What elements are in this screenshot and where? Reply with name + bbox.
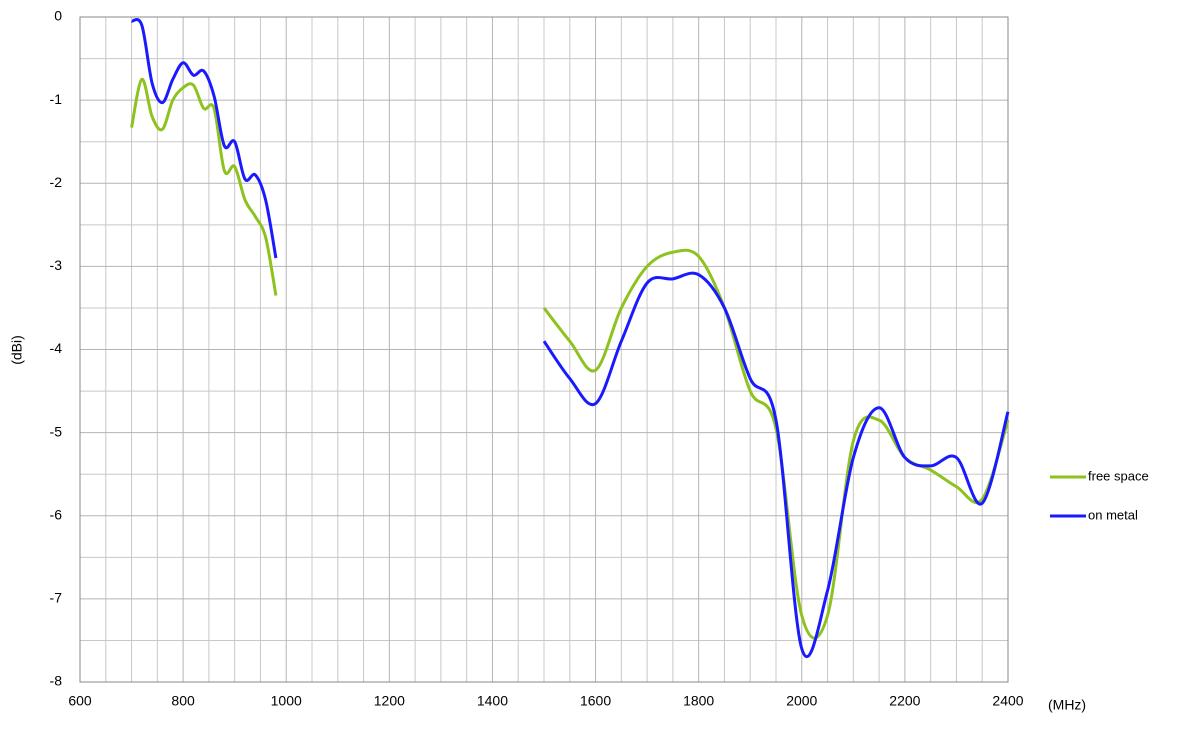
x-tick-label: 2400: [992, 693, 1023, 709]
y-tick-label: -7: [50, 590, 63, 606]
y-tick-label: -1: [50, 91, 63, 107]
x-tick-label: 2000: [786, 693, 817, 709]
y-tick-label: -6: [50, 506, 63, 522]
series-line: [131, 18, 1010, 659]
x-tick-label: 1400: [477, 693, 508, 709]
x-tick-label: 1600: [580, 693, 611, 709]
y-tick-label: -4: [50, 340, 63, 356]
legend-label: free space: [1088, 468, 1149, 483]
legend-label: on metal: [1088, 507, 1138, 522]
x-tick-label: 600: [68, 693, 92, 709]
x-tick-label: 1800: [683, 693, 714, 709]
x-tick-label: 1000: [271, 693, 302, 709]
y-tick-label: -8: [50, 673, 63, 689]
x-tick-label: 2200: [889, 693, 920, 709]
plot-border: [79, 16, 1009, 683]
y-tick-label: -3: [50, 257, 63, 273]
y-tick-label: -5: [50, 423, 63, 439]
y-tick-label: 0: [54, 8, 62, 24]
x-axis-label: (MHz): [1048, 697, 1086, 713]
y-axis-label: (dBi): [9, 335, 25, 365]
x-tick-label: 1200: [374, 693, 405, 709]
y-tick-label: -2: [50, 174, 63, 190]
x-tick-label: 800: [171, 693, 195, 709]
